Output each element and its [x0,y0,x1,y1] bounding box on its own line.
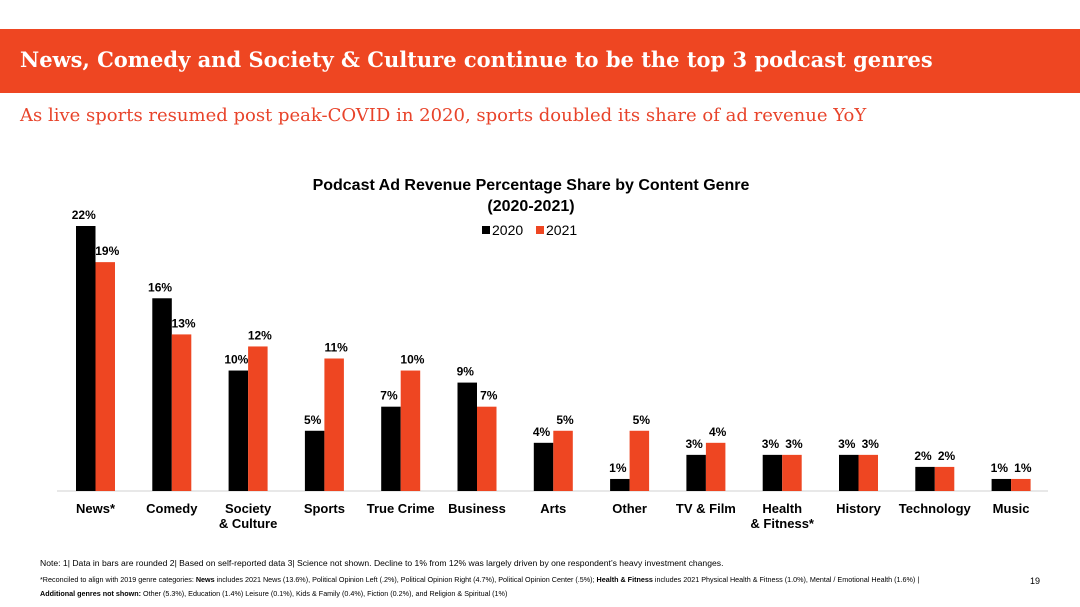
data-label-2020-7: 1% [609,461,627,475]
category-label-10-0: History [836,501,882,516]
bar-2020-4 [381,406,401,491]
data-label-2020-10: 3% [838,437,856,451]
data-label-2021-7: 5% [633,413,651,427]
data-label-2021-11: 2% [938,449,956,463]
bar-2021-0 [95,262,115,491]
bar-2020-2 [228,370,249,491]
category-label-3-0: Sports [304,501,345,516]
category-label-12-0: Music [993,501,1030,516]
category-label-4-0: True Crime [367,501,435,516]
bar-2020-11 [915,466,935,491]
category-label-9-0: Health [762,501,802,516]
bar-2020-7 [610,478,630,491]
legend-swatch-2021 [536,226,544,234]
data-label-2020-4: 7% [380,389,398,403]
data-label-2020-2: 10% [224,353,248,367]
bar-2021-1 [171,334,192,491]
legend-label-2020: 2020 [492,222,523,238]
bar-2020-6 [533,442,554,491]
data-label-2020-6: 4% [533,425,551,439]
bar-2021-4 [400,370,421,491]
data-label-2020-9: 3% [762,437,780,451]
chart-title: Podcast Ad Revenue Percentage Share by C… [313,177,750,194]
bar-2021-8 [705,442,726,491]
page-title: News, Comedy and Society & Culture conti… [20,47,933,72]
category-label-9-1: & Fitness* [750,516,815,531]
data-label-2020-5: 9% [457,365,475,379]
data-label-2021-0: 19% [95,244,119,258]
data-label-2020-11: 2% [914,449,932,463]
data-label-2020-8: 3% [685,437,703,451]
bar-2021-5 [477,406,497,491]
data-label-2020-1: 16% [148,280,172,294]
bar-2020-9 [762,454,783,491]
footnote-1: Note: 1| Data in bars are rounded 2| Bas… [40,558,724,568]
page-subtitle: As live sports resumed post peak-COVID i… [20,105,867,126]
legend-swatch-2020 [482,226,490,234]
bar-2020-3 [304,430,325,491]
data-label-2020-0: 22% [72,208,96,222]
chart-subtitle: (2020-2021) [487,198,574,215]
data-label-2021-5: 7% [480,389,498,403]
bar-2020-10 [839,454,859,491]
category-label-7-0: Other [612,501,647,516]
bar-2021-2 [248,346,268,491]
data-label-2021-12: 1% [1014,461,1032,475]
footnote-3: Additional genres not shown: Other (5.3%… [40,589,508,598]
bar-2021-11 [934,466,955,491]
bar-2020-1 [152,298,172,491]
category-label-2-1: & Culture [219,516,278,531]
bar-2020-12 [991,478,1012,491]
data-label-2021-9: 3% [785,437,803,451]
bar-2021-12 [1011,478,1031,491]
data-label-2021-10: 3% [862,437,880,451]
category-label-8-0: TV & Film [676,501,736,516]
data-label-2020-3: 5% [304,413,322,427]
bar-2020-0 [76,226,96,491]
bar-2021-10 [858,454,878,491]
category-label-11-0: Technology [899,501,972,516]
data-label-2020-12: 1% [991,461,1009,475]
category-label-6-0: Arts [540,501,566,516]
data-label-2021-8: 4% [709,425,727,439]
data-label-2021-3: 11% [324,341,348,355]
category-label-5-0: Business [448,501,506,516]
category-label-2-0: Society [225,501,272,516]
legend-label-2021: 2021 [546,222,577,238]
category-label-1-0: Comedy [146,501,198,516]
data-label-2021-6: 5% [556,413,574,427]
bar-2021-3 [324,358,344,491]
bar-2020-5 [457,382,477,491]
data-label-2021-4: 10% [400,353,424,367]
footnote-2: *Reconciled to align with 2019 genre cat… [40,575,920,584]
title-banner: News, Comedy and Society & Culture conti… [0,29,1080,93]
data-label-2021-2: 12% [248,328,272,342]
bar-2021-6 [553,430,573,491]
bar-2020-8 [686,454,706,491]
category-label-0-0: News* [76,501,116,516]
bar-2021-9 [782,454,802,491]
page-number: 19 [1030,576,1041,586]
data-label-2021-1: 13% [172,316,196,330]
bar-chart: Podcast Ad Revenue Percentage Share by C… [57,177,1048,531]
bar-2021-7 [629,430,650,491]
